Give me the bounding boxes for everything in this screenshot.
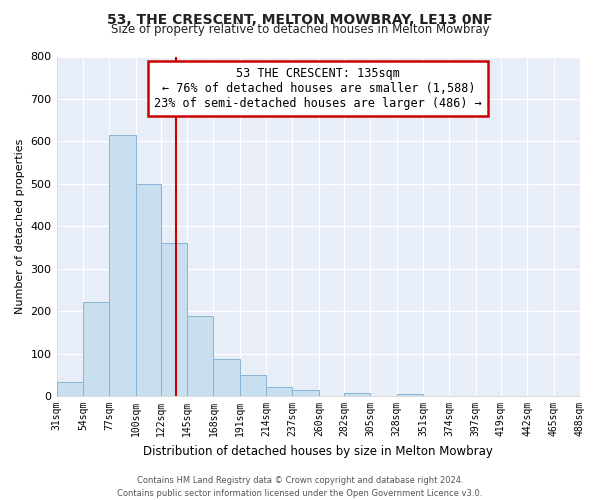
Bar [266, 386, 292, 396]
Bar [397, 394, 423, 396]
Text: 53, THE CRESCENT, MELTON MOWBRAY, LE13 0NF: 53, THE CRESCENT, MELTON MOWBRAY, LE13 0… [107, 12, 493, 26]
Bar [56, 382, 83, 396]
Bar [292, 390, 319, 396]
Bar [214, 358, 240, 396]
Text: Size of property relative to detached houses in Melton Mowbray: Size of property relative to detached ho… [110, 22, 490, 36]
Bar [161, 244, 187, 396]
Y-axis label: Number of detached properties: Number of detached properties [15, 138, 25, 314]
X-axis label: Distribution of detached houses by size in Melton Mowbray: Distribution of detached houses by size … [143, 444, 493, 458]
Bar [136, 184, 161, 396]
Bar [344, 392, 370, 396]
Bar [109, 136, 136, 396]
Bar [240, 375, 266, 396]
Text: Contains HM Land Registry data © Crown copyright and database right 2024.
Contai: Contains HM Land Registry data © Crown c… [118, 476, 482, 498]
Bar [83, 302, 109, 396]
Bar [187, 316, 214, 396]
Text: 53 THE CRESCENT: 135sqm
← 76% of detached houses are smaller (1,588)
23% of semi: 53 THE CRESCENT: 135sqm ← 76% of detache… [154, 66, 482, 110]
